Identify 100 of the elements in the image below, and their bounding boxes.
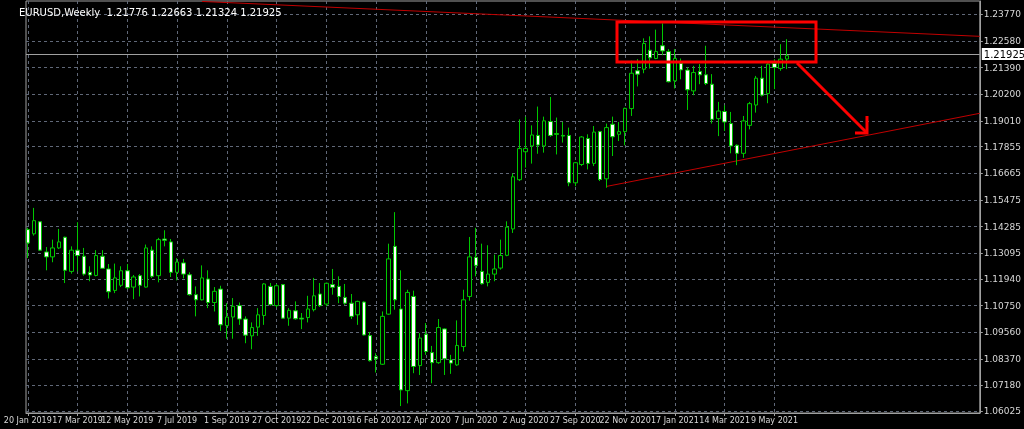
candlestick xyxy=(144,244,148,289)
candlestick xyxy=(63,236,67,284)
candlestick xyxy=(766,62,770,104)
candlestick xyxy=(138,273,142,297)
candlestick xyxy=(785,38,789,70)
x-tick-label: 17 Jan 2021 xyxy=(650,415,699,425)
candlestick xyxy=(194,285,198,317)
candlestick xyxy=(399,269,403,407)
candlestick xyxy=(467,236,472,302)
x-tick-label: 7 Jun 2020 xyxy=(454,415,498,425)
candlestick xyxy=(729,111,733,154)
candlestick xyxy=(474,227,478,277)
candlestick xyxy=(169,238,173,278)
candlestick xyxy=(698,63,702,85)
x-tick-label: 2 Aug 2020 xyxy=(502,415,549,425)
candlestick xyxy=(113,263,117,294)
candlestick xyxy=(598,130,602,182)
y-tick-label: 1.13095 xyxy=(983,248,1021,259)
candlestick xyxy=(225,302,229,340)
y-tick-label: 1.19010 xyxy=(983,115,1022,126)
candlestick xyxy=(592,125,596,167)
candlestick xyxy=(586,133,590,170)
candlestick xyxy=(760,65,764,98)
candlestick xyxy=(648,35,652,70)
candlestick xyxy=(337,275,341,304)
x-tick-label: 1 Sep 2019 xyxy=(204,415,250,425)
candlestick xyxy=(88,265,92,282)
candlestick xyxy=(256,307,260,337)
x-tick-label: 17 Mar 2019 xyxy=(52,415,103,425)
candlestick xyxy=(536,106,540,155)
candlestick xyxy=(567,127,571,187)
candlestick xyxy=(206,269,210,309)
candlestick xyxy=(704,45,708,86)
candlestick xyxy=(343,283,347,306)
y-tick-label: 1.08370 xyxy=(983,353,1022,364)
candlestick xyxy=(374,352,378,374)
y-tick-label: 1.10750 xyxy=(983,300,1022,311)
candlestick xyxy=(735,143,739,166)
candlestick xyxy=(617,121,621,142)
candlestick xyxy=(82,247,86,277)
candlestick xyxy=(623,107,627,146)
y-tick-label: 1.22580 xyxy=(983,36,1022,47)
candlestick xyxy=(318,282,322,308)
x-tick-label: 22 Dec 2019 xyxy=(300,415,352,425)
ref-line-label: 1.21925 xyxy=(983,48,1024,60)
candlestick xyxy=(119,265,123,288)
y-tick-label: 1.17855 xyxy=(983,141,1021,152)
candlestick xyxy=(654,29,658,60)
candlestick xyxy=(306,295,310,323)
candlestick xyxy=(710,73,714,125)
x-tick-label: 9 May 2021 xyxy=(750,415,798,425)
candlestick xyxy=(511,172,515,234)
y-tick-label: 1.14285 xyxy=(983,221,1021,232)
y-tick-label: 1.23770 xyxy=(983,9,1022,20)
y-tick-label: 1.16665 xyxy=(983,168,1021,179)
candlestick xyxy=(486,244,490,287)
candlestick xyxy=(455,319,459,367)
candlestick xyxy=(250,321,254,350)
y-tick-label: 1.20200 xyxy=(983,89,1022,100)
x-tick-label: 22 Nov 2020 xyxy=(599,415,651,425)
y-tick-label: 1.07180 xyxy=(983,380,1022,391)
candlestick xyxy=(312,277,316,312)
candlestick xyxy=(32,207,36,237)
candlestick xyxy=(542,116,546,154)
x-tick-label: 16 Feb 2020 xyxy=(351,415,402,425)
x-tick-label: 7 Jul 2019 xyxy=(157,415,198,425)
x-tick-label: 14 Mar 2021 xyxy=(699,415,751,425)
candlestick xyxy=(231,297,235,340)
candlestick xyxy=(461,289,466,352)
candlestick xyxy=(393,211,397,311)
candlestick xyxy=(175,257,179,281)
candlestick xyxy=(430,345,434,384)
x-tick-label: 12 May 2019 xyxy=(101,415,154,425)
candlestick xyxy=(26,227,30,259)
y-tick-label: 1.15475 xyxy=(983,194,1021,205)
candlestick xyxy=(287,307,291,327)
candlestick xyxy=(386,243,391,316)
y-tick-label: 1.21390 xyxy=(983,62,1022,73)
candlestick xyxy=(368,331,372,363)
candlestick xyxy=(380,310,385,366)
candlestick xyxy=(94,249,98,277)
text: EURUSD,Weekly 1.21776 1.22663 1.21324 1.21925 xyxy=(19,6,282,18)
candlestick xyxy=(57,228,61,250)
candlestick xyxy=(281,283,285,320)
y-tick-label: 1.06025 xyxy=(983,406,1021,417)
candlestick xyxy=(449,354,453,375)
candlestick xyxy=(754,75,758,114)
y-tick-label: 1.09560 xyxy=(983,327,1022,338)
candlestick xyxy=(679,57,683,80)
candlestick xyxy=(424,322,428,356)
x-tick-label: 27 Sep 2020 xyxy=(549,415,601,425)
candlestick xyxy=(38,220,42,252)
candlestick xyxy=(150,245,154,279)
y-tick-label: 1.11940 xyxy=(983,274,1022,285)
candlestick xyxy=(200,264,204,301)
x-tick-label: 27 Oct 2019 xyxy=(251,415,302,425)
candlestick xyxy=(362,300,366,336)
candlestick xyxy=(505,220,509,257)
candlestick xyxy=(561,121,565,144)
candlestick xyxy=(480,243,484,286)
